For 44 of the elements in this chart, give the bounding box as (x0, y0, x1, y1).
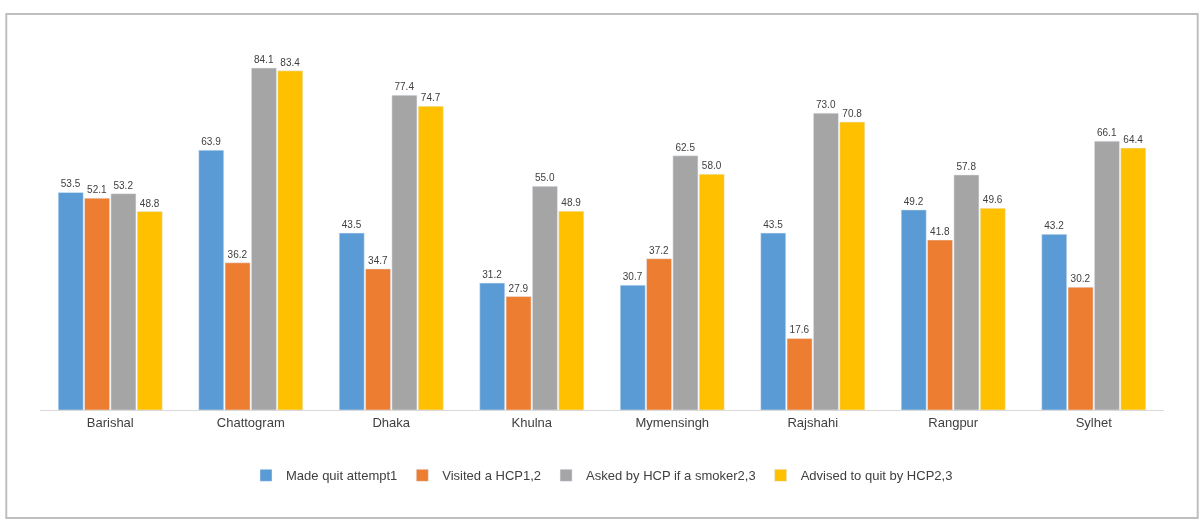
data-label: 53.5 (60, 178, 81, 190)
data-label: 37.2 (649, 244, 670, 256)
data-label: 57.8 (956, 160, 977, 172)
data-label: 62.5 (675, 141, 696, 153)
data-label: 43.5 (341, 219, 362, 231)
data-label: 77.4 (394, 81, 415, 93)
data-label: 43.2 (1044, 220, 1065, 232)
x-tick-label: Rangpur (928, 414, 979, 430)
data-label: 73.0 (815, 99, 836, 111)
data-label: 31.2 (482, 269, 503, 281)
x-tick-label: Barishal (86, 414, 134, 430)
data-label: 66.1 (1096, 127, 1117, 139)
data-label: 55.0 (534, 172, 555, 184)
data-label: 64.4 (1123, 134, 1144, 146)
data-label: 53.2 (113, 179, 134, 191)
data-label: 34.7 (368, 254, 389, 266)
x-tick-label: Sylhet (1075, 414, 1113, 430)
data-label: 70.8 (842, 108, 863, 120)
data-label: 41.8 (930, 226, 951, 238)
data-label: 52.1 (87, 184, 108, 196)
data-label: 48.9 (561, 197, 582, 209)
data-label: 84.1 (253, 54, 274, 65)
data-label: 58.0 (701, 160, 722, 172)
legend-label: Visited a HCP1,2 (442, 468, 542, 484)
data-label: 30.2 (1070, 273, 1091, 285)
data-label: 43.5 (763, 219, 784, 231)
data-label: 49.2 (903, 195, 924, 207)
x-tick-label: Chattogram (216, 414, 285, 430)
data-label: 30.7 (622, 271, 643, 283)
data-label: 17.6 (789, 324, 810, 336)
data-label: 83.4 (280, 56, 301, 68)
data-label: 27.9 (508, 282, 529, 294)
x-tick-label: Mymensingh (635, 414, 710, 430)
legend-label: Made quit attempt1 (286, 468, 398, 484)
data-label: 63.9 (201, 136, 222, 148)
x-tick-label: Rajshahi (787, 414, 839, 430)
data-label: 48.8 (139, 197, 160, 209)
data-label: 74.7 (420, 92, 441, 104)
legend-label: Advised to quit by HCP2,3 (800, 468, 953, 484)
x-tick-label: Dhaka (372, 414, 411, 430)
data-label: 49.6 (982, 194, 1003, 206)
data-label: 36.2 (227, 248, 248, 260)
x-tick-label: Khulna (511, 414, 553, 430)
legend-label: Asked by HCP if a smoker2,3 (586, 468, 756, 484)
